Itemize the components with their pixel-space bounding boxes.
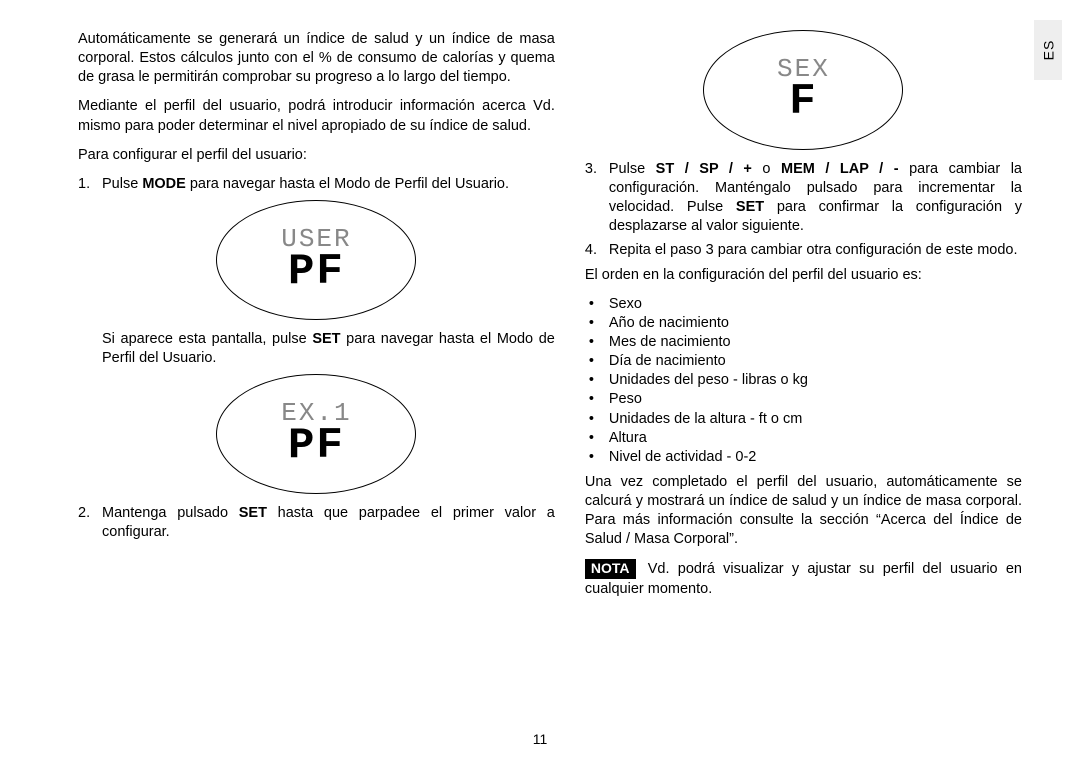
paragraph: Mediante el perfil del usuario, podrá in… — [78, 97, 555, 135]
list-text: Altura — [609, 429, 647, 448]
list-item: 4. Repita el paso 3 para cambiar otra co… — [585, 241, 1022, 260]
bullet-icon: • — [585, 314, 609, 333]
bullet-icon: • — [585, 333, 609, 352]
note-label: NOTA — [585, 559, 636, 578]
list-text: Unidades de la altura - ft o cm — [609, 410, 802, 429]
bold: MODE — [142, 176, 186, 192]
list-text: Mes de nacimiento — [609, 333, 731, 352]
left-column: Automáticamente se generará un índice de… — [78, 30, 555, 731]
lcd-figure: USER PF — [78, 200, 555, 320]
bold: MEM / LAP / - — [781, 161, 899, 177]
lcd-figure: SEX F — [585, 30, 1022, 150]
paragraph: Si aparece esta pantalla, pulse SET para… — [102, 330, 555, 368]
list-number: 4. — [585, 241, 609, 260]
list-text: Día de nacimiento — [609, 352, 726, 371]
list-text: Repita el paso 3 para cambiar otra confi… — [609, 241, 1022, 260]
text: Mantenga pulsado — [102, 505, 239, 521]
text: Si aparece esta pantalla, pulse — [102, 331, 312, 347]
lcd-display: SEX F — [703, 30, 903, 150]
list-number: 1. — [78, 175, 102, 194]
bold: SET — [736, 199, 764, 215]
list-text: Unidades del peso - libras o kg — [609, 371, 808, 390]
text: Pulse — [102, 176, 142, 192]
bullet-icon: • — [585, 429, 609, 448]
list-item: •Peso — [585, 390, 1022, 409]
list-item: •Unidades de la altura - ft o cm — [585, 410, 1022, 429]
list-item: •Nivel de actividad - 0-2 — [585, 448, 1022, 467]
bold: SET — [239, 505, 267, 521]
list-text: Nivel de actividad - 0-2 — [609, 448, 757, 467]
lcd-figure: EX.1 PF — [78, 374, 555, 494]
page: ES Automáticamente se generará un índice… — [0, 0, 1080, 761]
right-column: SEX F 3. Pulse ST / SP / + o MEM / LAP /… — [585, 30, 1062, 731]
language-tab: ES — [1034, 20, 1062, 80]
bullet-icon: • — [585, 410, 609, 429]
list-item: 2. Mantenga pulsado SET hasta que parpad… — [78, 504, 555, 542]
text: o — [752, 161, 781, 177]
bold: ST / SP / + — [656, 161, 752, 177]
paragraph: Automáticamente se generará un índice de… — [78, 30, 555, 87]
list-item: •Día de nacimiento — [585, 352, 1022, 371]
bullet-icon: • — [585, 352, 609, 371]
list-text: Sexo — [609, 295, 642, 314]
ordered-list: 2. Mantenga pulsado SET hasta que parpad… — [78, 504, 555, 542]
list-text: Mantenga pulsado SET hasta que parpadee … — [102, 504, 555, 542]
list-item: •Unidades del peso - libras o kg — [585, 371, 1022, 390]
list-number: 2. — [78, 504, 102, 542]
page-number: 11 — [533, 731, 548, 747]
text: para navegar hasta el Modo de Perfil del… — [186, 176, 509, 192]
list-item: •Mes de nacimiento — [585, 333, 1022, 352]
lcd-display: USER PF — [216, 200, 416, 320]
list-item: 1. Pulse MODE para navegar hasta el Modo… — [78, 175, 555, 194]
list-item: •Año de nacimiento — [585, 314, 1022, 333]
bullet-list: •Sexo •Año de nacimiento •Mes de nacimie… — [585, 295, 1022, 467]
lcd-bottom-row: PF — [288, 424, 345, 468]
list-item: •Sexo — [585, 295, 1022, 314]
list-text: Peso — [609, 390, 642, 409]
language-code: ES — [1040, 40, 1056, 61]
lcd-display: EX.1 PF — [216, 374, 416, 494]
note: NOTA Vd. podrá visualizar y ajustar su p… — [585, 559, 1022, 598]
list-item: 3. Pulse ST / SP / + o MEM / LAP / - par… — [585, 160, 1022, 237]
list-number: 3. — [585, 160, 609, 237]
list-text: Año de nacimiento — [609, 314, 729, 333]
columns: Automáticamente se generará un índice de… — [18, 30, 1062, 731]
text: Pulse — [609, 161, 656, 177]
ordered-list: 1. Pulse MODE para navegar hasta el Modo… — [78, 175, 555, 194]
paragraph: Para configurar el perfil del usuario: — [78, 146, 555, 165]
note-text: Vd. podrá visualizar y ajustar su perfil… — [585, 561, 1022, 596]
lcd-bottom-row: F — [789, 80, 817, 124]
paragraph: Una vez completado el perfil del usuario… — [585, 473, 1022, 550]
bullet-icon: • — [585, 390, 609, 409]
bullet-icon: • — [585, 371, 609, 390]
list-text: Pulse MODE para navegar hasta el Modo de… — [102, 175, 555, 194]
paragraph: El orden en la configuración del perfil … — [585, 266, 1022, 285]
bullet-icon: • — [585, 295, 609, 314]
ordered-list: 3. Pulse ST / SP / + o MEM / LAP / - par… — [585, 160, 1022, 260]
bold: SET — [312, 331, 340, 347]
lcd-bottom-row: PF — [288, 250, 345, 294]
list-item: •Altura — [585, 429, 1022, 448]
bullet-icon: • — [585, 448, 609, 467]
list-text: Pulse ST / SP / + o MEM / LAP / - para c… — [609, 160, 1022, 237]
